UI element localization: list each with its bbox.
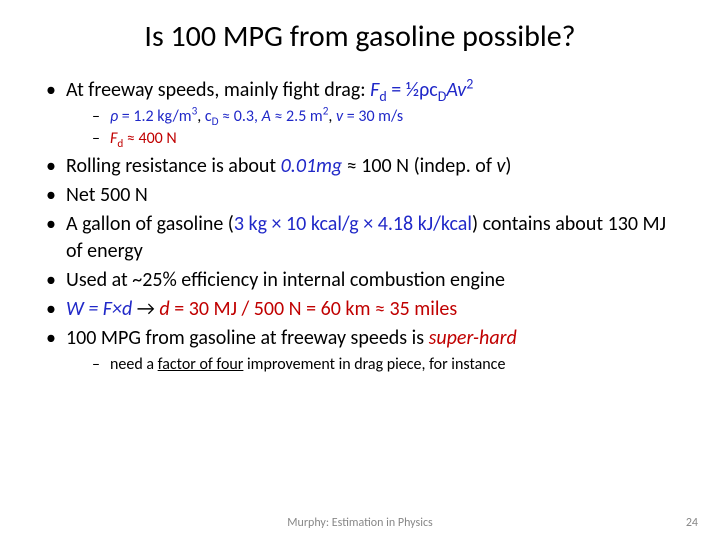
b4-pre: A gallon of gasoline (	[66, 212, 234, 236]
b7s-u: factor of four	[158, 355, 244, 374]
bullet-7-sub-1: need a factor of four improvement in dra…	[66, 354, 680, 376]
bullet-2: Rolling resistance is about 0.01mg ≈ 100…	[40, 153, 680, 180]
A: A	[262, 107, 271, 126]
b2-post: ≈ 100 N (indep. of	[342, 154, 496, 178]
sep2: ,	[328, 107, 336, 126]
rho-val: = 1.2 kg/m	[118, 107, 191, 126]
bullet-list: At freeway speeds, mainly fight drag: Fd…	[40, 77, 680, 376]
b6-arrow: →	[132, 297, 159, 321]
bullet-4: A gallon of gasoline (3 kg × 10 kcal/g ×…	[40, 211, 680, 265]
bullet-7-sub: need a factor of four improvement in dra…	[66, 354, 680, 376]
b7s-pre: need a	[110, 355, 158, 374]
slide-title: Is 100 MPG from gasoline possible?	[40, 18, 680, 55]
sep1: ,	[197, 107, 205, 126]
b1-F: F	[370, 78, 379, 102]
b2-end: )	[505, 154, 511, 178]
bullet-1-sub: ρ = 1.2 kg/m3, cD ≈ 0.3, A ≈ 2.5 m2, v =…	[66, 106, 680, 149]
bullet-1-sub-2: Fd ≈ 400 N	[66, 128, 680, 150]
F2-val: ≈ 400 N	[123, 129, 176, 148]
b7s-post: improvement in drag piece, for instance	[243, 355, 505, 374]
bullet-6: W = F×d → d = 30 MJ / 500 N = 60 km ≈ 35…	[40, 296, 680, 323]
b6-d: d	[159, 297, 169, 321]
bullet-7: 100 MPG from gasoline at freeway speeds …	[40, 325, 680, 376]
b2-pre: Rolling resistance is about	[66, 154, 281, 178]
bullet-5: Used at ~25% efficiency in internal comb…	[40, 267, 680, 294]
b1-eq: = ½ρc	[387, 78, 438, 102]
bullet-1-text: At freeway speeds, mainly fight drag:	[66, 78, 370, 102]
page-number: 24	[686, 516, 698, 530]
v-val: = 30 m/s	[343, 107, 403, 126]
b6-W: W = F×d	[66, 297, 132, 321]
rho: ρ	[110, 107, 118, 126]
b7-sh: super-hard	[429, 326, 517, 350]
cd-val: ≈ 0.3,	[219, 107, 262, 126]
b7-pre: 100 MPG from gasoline at freeway speeds …	[66, 326, 429, 350]
footer-text: Murphy: Estimation in Physics	[0, 516, 720, 530]
bullet-3: Net 500 N	[40, 182, 680, 209]
bullet-1: At freeway speeds, mainly fight drag: Fd…	[40, 77, 680, 149]
bullet-1-sub-1: ρ = 1.2 kg/m3, cD ≈ 0.3, A ≈ 2.5 m2, v =…	[66, 106, 680, 128]
A-val: ≈ 2.5 m	[271, 107, 323, 126]
b6-rest: = 30 MJ / 500 N = 60 km ≈ 35 miles	[170, 297, 457, 321]
b1-Fsub: d	[379, 88, 386, 105]
b1-Av: Av	[446, 78, 466, 102]
cd: c	[205, 107, 212, 126]
b1-sq: 2	[466, 75, 473, 92]
b4-calc: 3 kg × 10 kcal/g × 4.18 kJ/kcal	[234, 212, 472, 236]
slide: Is 100 MPG from gasoline possible? At fr…	[0, 0, 720, 540]
b2-mg: 0.01mg	[281, 154, 343, 178]
